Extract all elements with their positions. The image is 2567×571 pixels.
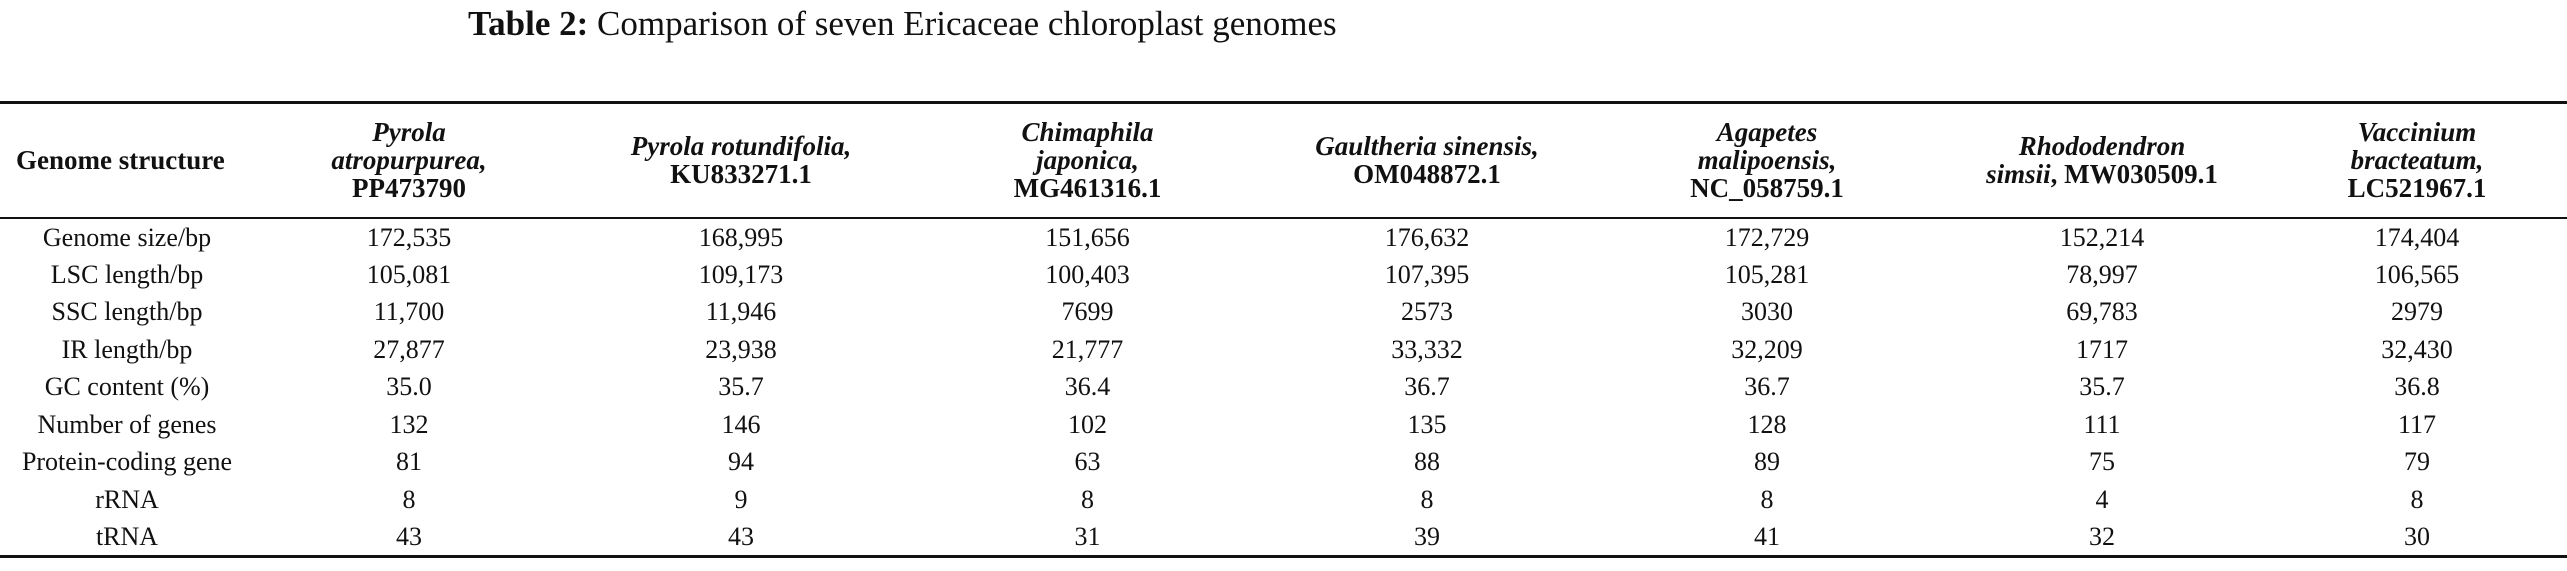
- row-label: IR length/bp: [61, 334, 193, 364]
- column-header-gaultheria-sinensis: Gaultheria sinensis, OM048872.1: [1257, 102, 1597, 219]
- table-cell: 78,997: [2066, 259, 2138, 289]
- table-cell: 32: [1937, 518, 2267, 558]
- table-row: Number of genes 132 146 102 135 128 111 117: [0, 406, 2567, 444]
- table-row: Protein-coding gene 81 94 63 88 89 75 79: [0, 443, 2567, 481]
- table-cell: 172,729: [1724, 222, 1810, 252]
- table-cell: 105,081: [366, 259, 452, 289]
- table-cell: 32,209: [1731, 334, 1803, 364]
- table-cell: 128: [1747, 409, 1787, 439]
- row-label: Genome size/bp: [42, 222, 212, 252]
- table-row: tRNA 43 43 31 39 41 32 30: [0, 518, 2567, 558]
- table-cell: 11,700: [373, 297, 445, 327]
- column-header-pyrola-rotundifolia: Pyrola rotundifolia, KU833271.1: [564, 102, 918, 219]
- table-cell: 79: [2404, 447, 2430, 477]
- column-header-rhododendron-simsii: Rhododendron simsii, MW030509.1: [1937, 102, 2267, 219]
- table-cell: 36.4: [1064, 372, 1111, 402]
- table-row: GC content (%) 35.0 35.7 36.4 36.7 36.7 35.7 36…: [0, 368, 2567, 406]
- table-cell: 11,946: [705, 297, 777, 327]
- table-cell: 8: [1081, 484, 1094, 514]
- table-cell: 27,877: [373, 334, 445, 364]
- table-caption-label: Table 2:: [468, 4, 589, 43]
- table-cell: 111: [2083, 409, 2121, 439]
- table-cell: 8: [1420, 484, 1434, 514]
- table-cell: 23,938: [705, 334, 777, 364]
- row-label: tRNA: [0, 518, 254, 558]
- table-cell: 109,173: [698, 259, 784, 289]
- table-cell: 32,430: [2381, 334, 2453, 364]
- table-cell: 135: [1407, 409, 1447, 439]
- table-cell: 7699: [1061, 297, 1114, 327]
- table-cell: 30: [2267, 518, 2567, 558]
- row-label: Protein-coding gene: [21, 447, 233, 477]
- table-row: Genome size/bp 172,535 168,995 151,656 176,6…: [0, 218, 2567, 256]
- table-row: SSC length/bp 11,700 11,946 7699 2573 3030 69,…: [0, 293, 2567, 331]
- column-header-vaccinium-bracteatum: Vaccinium bracteatum, LC521967.1: [2267, 102, 2567, 219]
- table-cell: 107,395: [1384, 259, 1470, 289]
- genome-comparison-table: Genome structure Pyrola atropurpurea, PP…: [0, 101, 2567, 558]
- row-label: LSC length/bp: [50, 259, 204, 289]
- table-cell: 36.7: [1744, 372, 1790, 402]
- table-cell: 168,995: [698, 222, 784, 252]
- row-label: Number of genes: [37, 409, 217, 439]
- table-cell: 81: [396, 447, 422, 477]
- table-cell: 88: [1414, 447, 1440, 477]
- table-cell: 63: [1074, 447, 1101, 477]
- table-cell: 43: [254, 518, 564, 558]
- table-row: LSC length/bp 105,081 109,173 100,403 107,39…: [0, 256, 2567, 294]
- table-cell: 35.7: [2079, 372, 2125, 402]
- table-header-row: Genome structure Pyrola atropurpurea, PP…: [0, 102, 2567, 219]
- row-label: GC content (%): [44, 372, 210, 402]
- row-header-label: Genome structure: [0, 102, 254, 219]
- table-cell: 89: [1754, 447, 1780, 477]
- table-cell: 105,281: [1724, 259, 1810, 289]
- table-cell: 117: [2397, 409, 2437, 439]
- table-cell: 21,777: [1051, 334, 1124, 364]
- table-cell: 1717: [2076, 334, 2128, 364]
- table-cell: 41: [1597, 518, 1937, 558]
- row-label: SSC length/bp: [51, 297, 203, 327]
- table-cell: 100,403: [1045, 259, 1130, 289]
- table-cell: 176,632: [1384, 222, 1470, 252]
- table-cell: 43: [564, 518, 918, 558]
- table-cell: 4: [2095, 484, 2109, 514]
- column-header-pyrola-atropurpurea: Pyrola atropurpurea, PP473790: [254, 102, 564, 219]
- table-cell: 2573: [1401, 297, 1453, 327]
- table-cell: 106,565: [2374, 259, 2460, 289]
- table-cell: 151,656: [1045, 222, 1130, 252]
- table-caption: Table 2: Comparison of seven Ericaceae c…: [468, 0, 1337, 48]
- table-row: rRNA 8 9 8 8 8 4 8: [0, 481, 2567, 519]
- table-cell: 2979: [2391, 297, 2443, 327]
- table-body: Genome size/bp 172,535 168,995 151,656 176,6…: [0, 218, 2567, 558]
- table-cell: 152,214: [2059, 222, 2145, 252]
- table-cell: 31: [918, 518, 1257, 558]
- table-cell: 146: [721, 409, 761, 439]
- table-cell: 35.0: [386, 372, 432, 402]
- row-label: rRNA: [95, 484, 159, 514]
- table-cell: 39: [1257, 518, 1597, 558]
- table-cell: 3030: [1741, 297, 1793, 327]
- table-row: IR length/bp 27,877 23,938 21,777 33,332 32,2…: [0, 331, 2567, 369]
- column-header-agapetes-malipoensis: Agapetes malipoensis, NC_058759.1: [1597, 102, 1937, 219]
- table-cell: 8: [1760, 484, 1774, 514]
- table-cell: 36.8: [2394, 372, 2440, 402]
- table-cell: 69,783: [2066, 297, 2138, 327]
- table-cell: 35.7: [718, 372, 764, 402]
- table-cell: 8: [2410, 484, 2424, 514]
- table-cell: 33,332: [1391, 334, 1463, 364]
- table-cell: 172,535: [366, 222, 452, 252]
- table-cell: 9: [734, 484, 748, 514]
- table-cell: 174,404: [2374, 222, 2460, 252]
- table-caption-text: Comparison of seven Ericaceae chloroplas…: [597, 4, 1337, 43]
- table-cell: 94: [728, 447, 754, 477]
- column-header-chimaphila-japonica: Chimaphila japonica, MG461316.1: [918, 102, 1257, 219]
- table-cell: 36.7: [1404, 372, 1450, 402]
- table-cell: 75: [2089, 447, 2115, 477]
- table-cell: 8: [402, 484, 416, 514]
- table-cell: 132: [389, 409, 429, 439]
- table-cell: 102: [1068, 409, 1107, 439]
